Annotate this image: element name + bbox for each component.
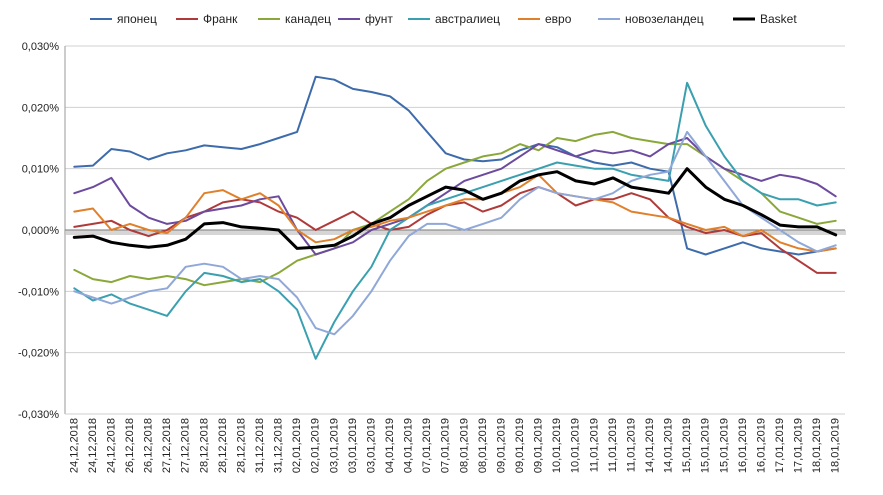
x-tick-label: 08,01,2019 bbox=[477, 418, 489, 473]
y-tick-label: -0,020% bbox=[18, 348, 59, 360]
y-tick-label: 0,000% bbox=[22, 225, 60, 237]
x-tick-label: 03,01,2019 bbox=[365, 418, 377, 473]
x-tick-label: 17,01,2019 bbox=[774, 418, 786, 473]
x-tick-label: 09,01,2019 bbox=[514, 418, 526, 473]
legend-label: австралиец bbox=[435, 12, 500, 26]
y-tick-label: -0,010% bbox=[18, 286, 59, 298]
series-line-фунт bbox=[73, 137, 837, 256]
x-axis: 24,12,2018 24,12,2018 24,12,2018 26,12,2018… bbox=[64, 229, 846, 473]
series-line-канадец bbox=[73, 130, 837, 287]
series-line-австралиец bbox=[73, 81, 837, 360]
x-tick-label: 07,01,2019 bbox=[440, 418, 452, 473]
x-tick-label: 24,12,2018 bbox=[68, 418, 80, 473]
legend-label: новозеландец bbox=[625, 12, 704, 26]
x-tick-label: 27,12,2018 bbox=[161, 418, 173, 473]
y-tick-label: 0,030% bbox=[22, 41, 60, 53]
x-tick-label: 14,01,2019 bbox=[663, 418, 675, 473]
x-tick-label: 28,12,2018 bbox=[217, 418, 229, 473]
series-line-евро bbox=[73, 173, 837, 253]
x-tick-label: 27,12,2018 bbox=[180, 418, 192, 473]
series-line-Basket bbox=[72, 167, 838, 250]
x-tick-label: 11,01,2019 bbox=[625, 418, 637, 472]
legend: японец Франк канадец фунт австралиец евро ново… bbox=[90, 12, 797, 26]
x-tick-label: 26,12,2018 bbox=[143, 418, 155, 473]
series-line-японец bbox=[73, 75, 837, 256]
x-tick-label: 04,01,2019 bbox=[403, 418, 415, 473]
x-tick-label: 28,12,2018 bbox=[235, 418, 247, 473]
x-tick-label: 04,01,2019 bbox=[384, 418, 396, 473]
legend-label: Basket bbox=[760, 12, 797, 26]
x-tick-label: 02,01,2019 bbox=[291, 418, 303, 473]
x-tick-label: 31,12,2018 bbox=[273, 418, 285, 473]
x-tick-label: 15,01,2019 bbox=[700, 418, 712, 473]
x-tick-label: 11,01,2019 bbox=[607, 418, 619, 472]
x-tick-label: 09,01,2019 bbox=[533, 418, 545, 473]
y-tick-label: 0,020% bbox=[22, 102, 60, 114]
legend-label: японец bbox=[117, 12, 157, 26]
y-tick-label: -0,030% bbox=[18, 409, 59, 421]
series-lines bbox=[72, 75, 838, 360]
x-tick-label: 16,01,2019 bbox=[755, 418, 767, 473]
x-tick-label: 18,01,2019 bbox=[830, 418, 842, 473]
x-tick-label: 03,01,2019 bbox=[347, 418, 359, 473]
x-tick-label: 09,01,2019 bbox=[495, 418, 507, 473]
legend-label: канадец bbox=[285, 12, 331, 26]
x-tick-label: 18,01,2019 bbox=[811, 418, 823, 473]
x-tick-label: 10,01,2019 bbox=[570, 418, 582, 473]
y-axis-ticks: 0,030% 0,020% 0,010% 0,000% -0,010% -0,020% -0… bbox=[18, 41, 59, 421]
y-tick-label: 0,010% bbox=[22, 164, 60, 176]
x-tick-label: 07,01,2019 bbox=[421, 418, 433, 473]
x-tick-label: 08,01,2019 bbox=[458, 418, 470, 473]
x-tick-label: 31,12,2018 bbox=[254, 418, 266, 473]
x-tick-label: 24,12,2018 bbox=[105, 418, 117, 473]
legend-label: евро bbox=[545, 12, 572, 26]
x-tick-label: 14,01,2019 bbox=[644, 418, 656, 473]
series-line-новозеландец bbox=[73, 130, 837, 336]
legend-label: фунт bbox=[365, 12, 393, 26]
x-tick-label: 15,01,2019 bbox=[718, 418, 730, 473]
x-tick-label: 17,01,2019 bbox=[793, 418, 805, 473]
legend-label: Франк bbox=[203, 12, 238, 26]
x-tick-label: 28,12,2018 bbox=[198, 418, 210, 473]
x-tick-label: 16,01,2019 bbox=[737, 418, 749, 473]
x-tick-label: 02,01,2019 bbox=[310, 418, 322, 473]
x-tick-label: 15,01,2019 bbox=[681, 418, 693, 473]
x-tick-label: 03,01,2019 bbox=[328, 418, 340, 473]
x-tick-label: 26,12,2018 bbox=[124, 418, 136, 473]
x-tick-label: 24,12,2018 bbox=[87, 418, 99, 473]
x-tick-label: 11,01,2019 bbox=[588, 418, 600, 472]
x-tick-label: 10,01,2019 bbox=[551, 418, 563, 473]
